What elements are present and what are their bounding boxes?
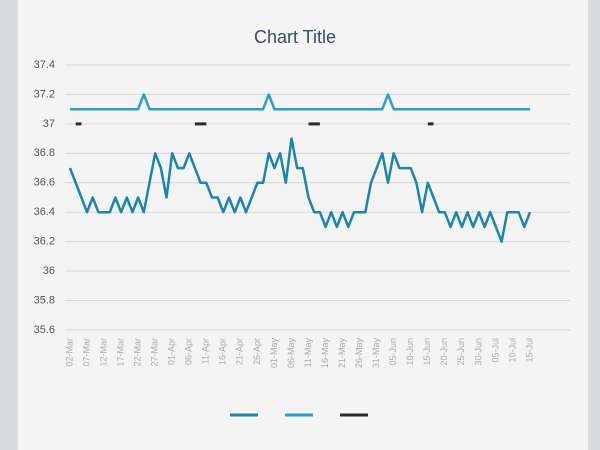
x-tick-label: 11-Apr (201, 338, 211, 364)
x-tick-label: 05-Jun (388, 338, 398, 366)
series-line (68, 137, 532, 243)
x-tick-label: 05-Jul (490, 338, 500, 363)
x-tick-label: 27-Mar (150, 338, 160, 367)
x-tick-label: 26-May (354, 338, 364, 369)
series-line (70, 93, 530, 111)
x-tick-label: 16-Apr (218, 338, 228, 365)
y-tick-label: 35.8 (34, 294, 55, 306)
x-tick-label: 10-Jun (405, 338, 415, 366)
y-tick-label: 36 (43, 265, 55, 277)
y-tick-label: 35.6 (34, 324, 55, 336)
x-tick-label: 06-May (286, 338, 296, 369)
x-tick-label: 21-May (337, 338, 347, 369)
x-tick-label: 01-May (269, 338, 279, 369)
y-tick-label: 37.4 (34, 59, 55, 71)
x-tick-label: 16-May (320, 338, 330, 369)
x-tick-label: 11-May (303, 338, 313, 368)
chart-title: Chart Title (254, 27, 336, 47)
x-tick-label: 12-Mar (98, 338, 108, 367)
x-tick-label: 22-Mar (133, 338, 143, 367)
x-tick-label: 15-Jun (422, 338, 432, 366)
x-tick-label: 15-Jul (524, 338, 534, 363)
x-tick-label: 10-Jul (507, 338, 517, 363)
x-tick-label: 17-Mar (115, 338, 125, 367)
y-tick-label: 36.2 (34, 236, 55, 248)
x-tick-label: 26-Apr (252, 338, 262, 365)
y-tick-label: 36.6 (34, 177, 55, 189)
x-tick-label: 20-Jun (439, 338, 449, 366)
y-tick-label: 36.8 (34, 147, 55, 159)
x-tick-label: 02-Mar (64, 338, 74, 367)
x-tick-label: 30-Jun (473, 338, 483, 366)
x-tick-label: 31-May (371, 338, 381, 369)
y-tick-label: 36.4 (34, 206, 55, 218)
y-tick-label: 37.2 (34, 88, 55, 100)
x-tick-label: 06-Apr (184, 338, 194, 365)
x-tick-label: 25-Jun (456, 338, 466, 366)
x-tick-label: 21-Apr (235, 338, 245, 365)
x-tick-label: 01-Apr (167, 338, 177, 365)
x-tick-label: 07-Mar (81, 338, 91, 367)
y-tick-label: 37 (43, 118, 55, 130)
chart-area (18, 0, 588, 450)
